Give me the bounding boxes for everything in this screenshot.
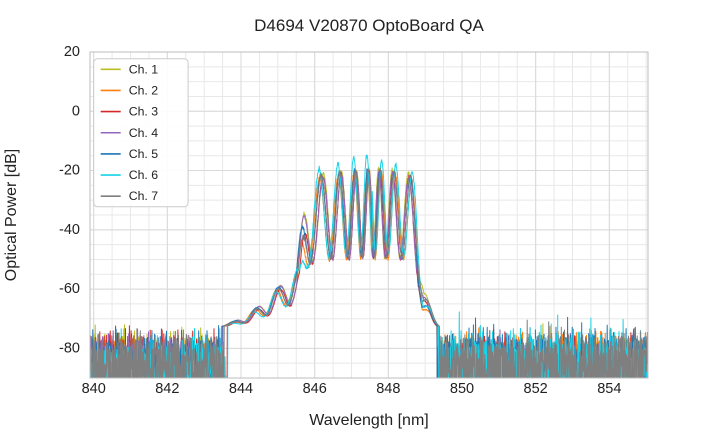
svg-text:D4694 V20870 OptoBoard QA: D4694 V20870 OptoBoard QA <box>254 16 484 35</box>
svg-text:Ch. 3: Ch. 3 <box>129 105 159 119</box>
svg-text:848: 848 <box>376 381 400 397</box>
svg-text:850: 850 <box>450 381 474 397</box>
svg-text:854: 854 <box>597 381 621 397</box>
svg-text:844: 844 <box>229 381 253 397</box>
svg-text:Ch. 6: Ch. 6 <box>129 168 159 182</box>
svg-text:Ch. 1: Ch. 1 <box>129 62 159 76</box>
svg-text:-80: -80 <box>59 340 80 356</box>
svg-text:840: 840 <box>82 381 106 397</box>
svg-text:Ch. 5: Ch. 5 <box>129 147 159 161</box>
svg-text:20: 20 <box>64 44 80 60</box>
svg-text:Ch. 2: Ch. 2 <box>129 83 159 97</box>
svg-text:0: 0 <box>72 103 80 119</box>
svg-text:Ch. 4: Ch. 4 <box>129 126 159 140</box>
svg-text:852: 852 <box>524 381 548 397</box>
svg-text:Wavelength [nm]: Wavelength [nm] <box>309 412 428 429</box>
svg-text:-20: -20 <box>59 163 80 179</box>
svg-text:842: 842 <box>155 381 179 397</box>
svg-text:-60: -60 <box>59 281 80 297</box>
svg-text:Ch. 7: Ch. 7 <box>129 189 159 203</box>
svg-text:-40: -40 <box>59 222 80 238</box>
svg-text:846: 846 <box>303 381 327 397</box>
svg-text:Optical Power [dB]: Optical Power [dB] <box>3 149 20 282</box>
